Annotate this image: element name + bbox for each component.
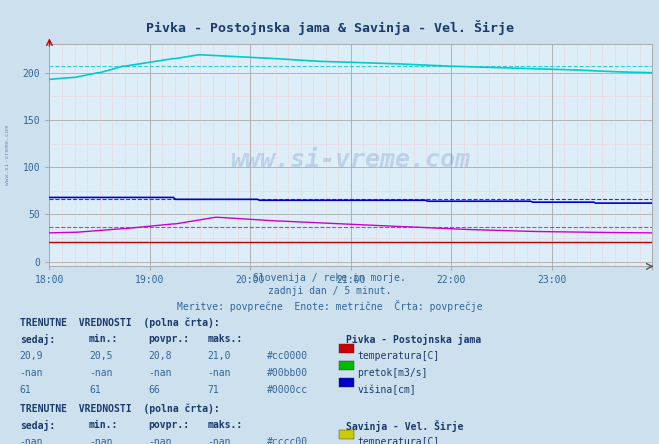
Text: #cccc00: #cccc00 bbox=[267, 437, 308, 444]
Text: #0000cc: #0000cc bbox=[267, 385, 308, 395]
Text: -nan: -nan bbox=[89, 368, 113, 378]
Text: temperatura[C]: temperatura[C] bbox=[357, 437, 440, 444]
Text: Meritve: povprečne  Enote: metrične  Črta: povprečje: Meritve: povprečne Enote: metrične Črta:… bbox=[177, 300, 482, 312]
Text: višina[cm]: višina[cm] bbox=[357, 385, 416, 395]
Text: 61: 61 bbox=[89, 385, 101, 395]
Text: 21,0: 21,0 bbox=[208, 351, 231, 361]
Text: zadnji dan / 5 minut.: zadnji dan / 5 minut. bbox=[268, 286, 391, 297]
Text: Pivka - Postojnska jama: Pivka - Postojnska jama bbox=[346, 334, 481, 345]
Text: povpr.:: povpr.: bbox=[148, 420, 189, 431]
Text: temperatura[C]: temperatura[C] bbox=[357, 351, 440, 361]
Text: -nan: -nan bbox=[20, 368, 43, 378]
Text: -nan: -nan bbox=[20, 437, 43, 444]
Text: -nan: -nan bbox=[148, 437, 172, 444]
Text: Pivka - Postojnska jama & Savinja - Vel. Širje: Pivka - Postojnska jama & Savinja - Vel.… bbox=[146, 20, 513, 35]
Text: 71: 71 bbox=[208, 385, 219, 395]
Text: povpr.:: povpr.: bbox=[148, 334, 189, 345]
Text: 20,8: 20,8 bbox=[148, 351, 172, 361]
Text: 20,5: 20,5 bbox=[89, 351, 113, 361]
Text: #00bb00: #00bb00 bbox=[267, 368, 308, 378]
Text: min.:: min.: bbox=[89, 334, 119, 345]
Text: 61: 61 bbox=[20, 385, 32, 395]
Text: www.si-vreme.com: www.si-vreme.com bbox=[5, 125, 11, 186]
Text: TRENUTNE  VREDNOSTI  (polna črta):: TRENUTNE VREDNOSTI (polna črta): bbox=[20, 404, 219, 414]
Text: TRENUTNE  VREDNOSTI  (polna črta):: TRENUTNE VREDNOSTI (polna črta): bbox=[20, 317, 219, 328]
Text: #cc0000: #cc0000 bbox=[267, 351, 308, 361]
Text: sedaj:: sedaj: bbox=[20, 420, 55, 432]
Text: -nan: -nan bbox=[89, 437, 113, 444]
Text: sedaj:: sedaj: bbox=[20, 334, 55, 345]
Text: 20,9: 20,9 bbox=[20, 351, 43, 361]
Text: Savinja - Vel. Širje: Savinja - Vel. Širje bbox=[346, 420, 463, 432]
Text: pretok[m3/s]: pretok[m3/s] bbox=[357, 368, 428, 378]
Text: www.si-vreme.com: www.si-vreme.com bbox=[231, 148, 471, 172]
Text: -nan: -nan bbox=[208, 437, 231, 444]
Text: 66: 66 bbox=[148, 385, 160, 395]
Text: -nan: -nan bbox=[148, 368, 172, 378]
Text: min.:: min.: bbox=[89, 420, 119, 431]
Text: maks.:: maks.: bbox=[208, 334, 243, 345]
Text: Slovenija / reke in morje.: Slovenija / reke in morje. bbox=[253, 273, 406, 283]
Text: maks.:: maks.: bbox=[208, 420, 243, 431]
Text: -nan: -nan bbox=[208, 368, 231, 378]
